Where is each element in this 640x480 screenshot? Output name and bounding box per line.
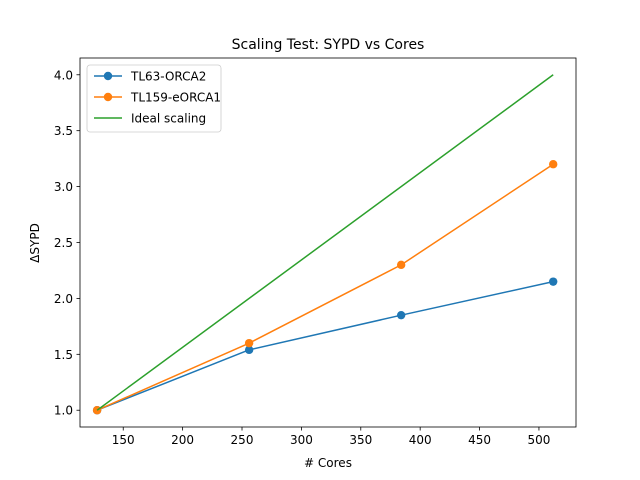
- legend-swatch-marker-0: [103, 71, 113, 81]
- x-tick-label-5: 400: [409, 433, 432, 447]
- x-tick-label-3: 300: [290, 433, 313, 447]
- y-tick-label-4: 3.0: [54, 180, 73, 194]
- y-tick-label-5: 3.5: [54, 124, 73, 138]
- chart-title: Scaling Test: SYPD vs Cores: [232, 37, 425, 53]
- legend-entry-0: TL63-ORCA2: [130, 70, 206, 84]
- x-axis-label: # Cores: [304, 456, 352, 470]
- series-line-1: [96, 163, 554, 411]
- y-tick-label-0: 1.0: [54, 404, 73, 418]
- x-tick-label-6: 450: [468, 433, 491, 447]
- y-tick-label-1: 1.5: [54, 348, 73, 362]
- series-line-0: [96, 280, 554, 411]
- data-point-0-1: [244, 345, 254, 355]
- data-point-1-2: [396, 260, 406, 270]
- legend-swatch-marker-1: [103, 92, 113, 102]
- legend-box: [86, 64, 222, 133]
- y-tick-label-6: 4.0: [54, 68, 73, 82]
- series-line-2: [96, 74, 554, 411]
- plot-area: 150 200 250 300 350 400 450 500 1.0 1.5 2.0 2.5 3.0 3…: [54, 57, 577, 447]
- legend-entry-2: Ideal scaling: [131, 112, 206, 126]
- legend-entry-1: TL159-eORCA1: [130, 91, 221, 105]
- x-tick-label-1: 200: [171, 433, 194, 447]
- data-point-1-3: [549, 160, 558, 169]
- x-tick-label-7: 500: [527, 433, 550, 447]
- data-point-0-3: [549, 277, 558, 286]
- data-point-0-2: [396, 310, 406, 320]
- y-tick-label-3: 2.5: [54, 236, 73, 250]
- x-tick-label-4: 350: [349, 433, 372, 447]
- y-axis-label: ΔSYPD: [28, 223, 42, 263]
- legend: TL63-ORCA2 TL159-eORCA1 Ideal scaling: [86, 64, 222, 133]
- y-tick-label-2: 2.0: [54, 292, 73, 306]
- data-point-1-1: [244, 338, 254, 348]
- x-tick-label-2: 250: [231, 433, 254, 447]
- x-tick-label-0: 150: [112, 433, 135, 447]
